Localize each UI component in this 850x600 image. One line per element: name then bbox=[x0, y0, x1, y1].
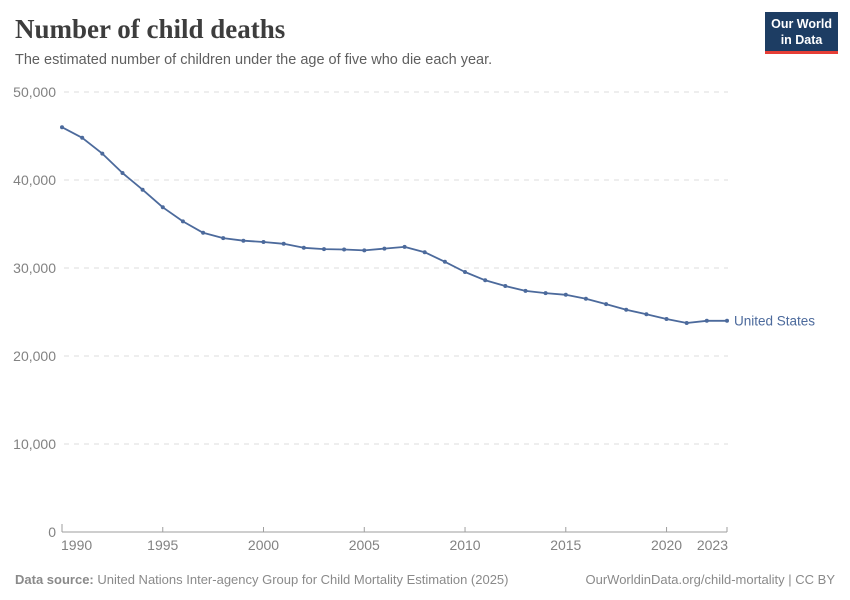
x-tick-label: 2005 bbox=[349, 537, 380, 553]
y-tick-label: 20,000 bbox=[13, 348, 56, 364]
line-chart: 0 10,000 20,000 30,000 40,000 50,000 1990 1995 2… bbox=[13, 84, 815, 553]
data-line[interactable] bbox=[61, 126, 728, 324]
y-tick-label: 0 bbox=[48, 524, 56, 540]
chart-subtitle: The estimated number of children under t… bbox=[15, 52, 493, 68]
x-tick-label: 1995 bbox=[147, 537, 178, 553]
series-end-label[interactable]: United States bbox=[734, 313, 815, 328]
attribution-link[interactable]: OurWorldinData.org/child-mortality | CC … bbox=[585, 572, 836, 587]
y-tick-label: 10,000 bbox=[13, 436, 56, 452]
data-source-text: United Nations Inter-agency Group for Ch… bbox=[93, 572, 509, 587]
x-tick-label: 2000 bbox=[248, 537, 279, 553]
x-tick-label: 2010 bbox=[449, 537, 480, 553]
y-tick-label: 40,000 bbox=[13, 172, 56, 188]
owid-logo[interactable]: Our World in Data bbox=[765, 12, 838, 54]
x-tick-label: 2015 bbox=[550, 537, 581, 553]
logo-line-2: in Data bbox=[780, 33, 823, 47]
data-source-note: Data source: United Nations Inter-agency… bbox=[15, 572, 509, 587]
x-tick-label: 1990 bbox=[61, 537, 92, 553]
data-source-label: Data source: bbox=[15, 572, 94, 587]
logo-line-1: Our World bbox=[771, 17, 832, 31]
x-tick-label: 2023 bbox=[697, 537, 728, 553]
y-tick-label: 30,000 bbox=[13, 260, 56, 276]
chart-footer: Data source: United Nations Inter-agency… bbox=[15, 572, 835, 587]
y-tick-label: 50,000 bbox=[13, 84, 56, 100]
x-tick-label: 2020 bbox=[651, 537, 682, 553]
chart-title: Number of child deaths bbox=[15, 14, 286, 44]
data-point-markers bbox=[60, 125, 729, 325]
